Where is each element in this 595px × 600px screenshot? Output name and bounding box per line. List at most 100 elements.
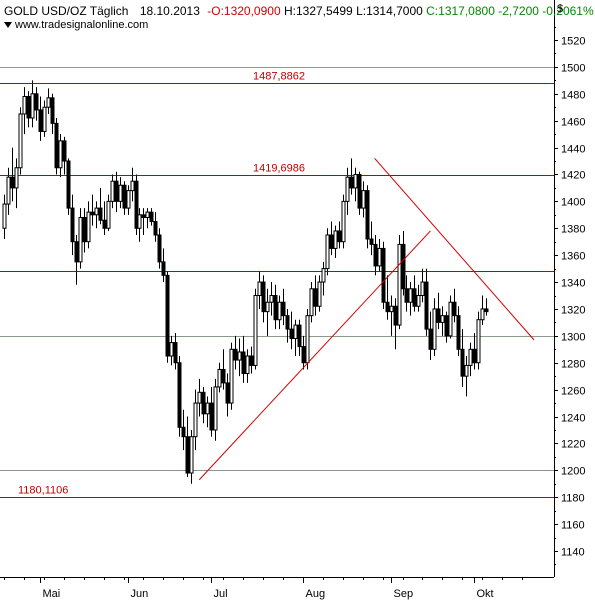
low-value: L:1314,7000 (356, 4, 423, 18)
y-tick-label: 1140 (561, 547, 585, 559)
candle-body (62, 140, 67, 162)
candle-body (74, 241, 79, 263)
y-tick-label: 1280 (561, 359, 585, 371)
candle-body (149, 211, 154, 223)
candle-body (78, 217, 83, 263)
y-tick-label: 1200 (561, 466, 585, 478)
candle-body (249, 355, 254, 366)
candle-body (305, 315, 310, 364)
candle-body (480, 308, 485, 321)
candle-body (329, 234, 334, 249)
candle-body (2, 203, 7, 229)
candle-body (273, 295, 278, 321)
candle-body (98, 207, 103, 221)
candle-body (165, 274, 170, 357)
candle-body (10, 176, 15, 189)
candle-body (173, 342, 178, 364)
candle-body (432, 308, 437, 350)
candle-body (468, 348, 473, 366)
y-tick-label: 1460 (561, 117, 585, 129)
candle-body (484, 308, 489, 313)
candle-body (217, 368, 222, 388)
candle-body (349, 176, 354, 189)
candle-body (476, 319, 481, 364)
candle-body (114, 180, 119, 202)
candle-body (408, 288, 413, 303)
candle-body (213, 386, 218, 431)
y-axis: 1140 1160 1180 1200 1220 1240 1260 1280 1300 1320… (554, 27, 585, 565)
candle-body (444, 315, 449, 337)
y-tick-label: 1480 (561, 90, 585, 102)
candle-body (321, 268, 326, 283)
candle-body (157, 234, 162, 263)
candle-body (237, 351, 242, 361)
candle-body (141, 214, 146, 219)
candle-body (337, 230, 342, 243)
y-tick-label: 1400 (561, 197, 585, 209)
watermark-text: www.tradesignalonline.com (15, 19, 149, 31)
candle-body (253, 295, 258, 366)
candle-body (82, 217, 87, 243)
candles (2, 80, 489, 484)
candle-body (110, 180, 115, 202)
x-tick-label: Mai (43, 588, 61, 600)
candle-body (301, 346, 306, 364)
change-percent: -0,2061% (542, 4, 594, 18)
y-tick-label: 1520 (561, 36, 585, 48)
candle-body (30, 93, 35, 119)
high-value: H:1327,5499 (283, 4, 353, 18)
candle-body (416, 295, 421, 307)
x-tick-label: Jun (131, 588, 149, 600)
y-tick-label: 1500 (561, 63, 585, 75)
x-axis: Mai Jun Jul Aug Sep Okt (4, 577, 523, 600)
candle-body (50, 97, 55, 124)
y-tick-label: 1320 (561, 305, 585, 317)
candle-body (412, 288, 417, 307)
candle-body (197, 391, 202, 404)
candle-body (106, 200, 111, 229)
candle-body (126, 190, 131, 209)
level-label: 1180,1106 (18, 485, 68, 497)
candle-body (317, 281, 322, 307)
y-tick-label: 1160 (561, 520, 585, 532)
candle-body (134, 180, 139, 229)
candle-body (177, 362, 182, 428)
candle-body (385, 301, 390, 313)
chart-header: GOLD USD/OZ Täglich 18.10.2013 -O:1320,0… (4, 4, 594, 18)
candle-body (277, 301, 282, 321)
watermark: www.tradesignalonline.com (4, 19, 148, 31)
x-tick-label: Sep (394, 588, 414, 600)
candle-body (309, 288, 314, 317)
candle-body (464, 364, 469, 377)
candle-body (333, 230, 338, 249)
candle-body (389, 305, 394, 313)
candle-body (353, 173, 358, 189)
candle-body (456, 315, 461, 350)
candle-body (221, 368, 226, 384)
level-label: 1487,8862 (253, 71, 305, 83)
candle-body (6, 176, 11, 205)
change-value: -2,7200 (498, 4, 539, 18)
candle-body (70, 207, 75, 243)
candle-body (365, 190, 370, 240)
candle-body (341, 200, 346, 243)
candle-body (209, 402, 214, 431)
grid (0, 0, 555, 578)
candle-body (137, 214, 142, 229)
candle-body (66, 160, 71, 209)
candle-body (257, 281, 262, 297)
candle-body (181, 426, 186, 438)
trend-line (198, 230, 431, 481)
candle-body (161, 261, 166, 276)
y-tick-label: 1420 (561, 170, 585, 182)
candle-body (245, 355, 250, 374)
candle-body (377, 247, 382, 267)
y-tick-label: 1220 (561, 439, 585, 451)
candle-body (193, 402, 198, 438)
candle-body (185, 436, 190, 474)
candle-body (122, 184, 127, 209)
candle-body (285, 315, 290, 330)
level-label: 1419,6986 (253, 163, 305, 175)
candle-body (397, 243, 402, 326)
candle-body (428, 328, 433, 350)
